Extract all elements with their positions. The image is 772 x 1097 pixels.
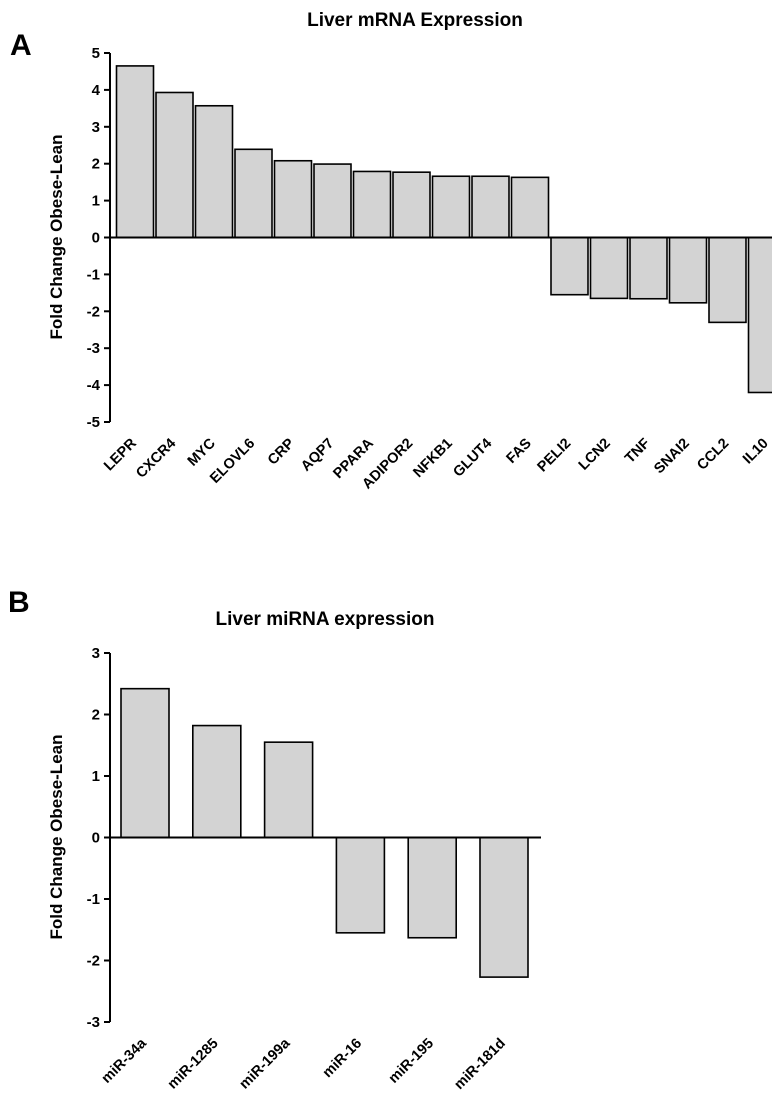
y-axis-label-a: Fold Change Obese-Lean [47,135,66,340]
x-tick-label: FAS [504,435,535,466]
x-tick-label: miR-16 [320,1036,366,1082]
y-tick-label: 3 [92,119,100,136]
x-tick-label: miR-199a [237,1035,295,1093]
bar-mir-1285 [192,724,242,839]
chart-panel-a: A Liver mRNA Expression Fold Change Obes… [10,10,772,492]
x-tick-label: IL10 [740,436,772,468]
y-tick-label: -3 [87,1014,100,1031]
x-tick-label: LCN2 [576,436,614,474]
bar-mir-195 [407,836,458,939]
y-axis-label-b: Fold Change Obese-Lean [47,735,66,940]
panel-label-b: B [8,586,30,619]
bar-mir-34a [120,687,170,839]
x-tick-label: TNF [622,435,653,466]
bar-adipor2 [392,171,431,239]
bar-fas [510,176,550,239]
bars-a [115,65,772,394]
bar-ccl2 [708,236,747,324]
chart-title-b: Liver miRNA expression [216,609,435,630]
bar-myc [194,104,234,239]
chart-title-a: Liver mRNA Expression [307,10,523,31]
y-tick-label: -2 [87,953,100,970]
panel-label-a: A [10,29,32,62]
x-tick-label: GLUT4 [450,436,495,481]
bar-lepr [115,65,155,239]
bar-tnf [629,236,668,300]
x-tick-label: miR-181d [451,1036,508,1093]
y-tick-label: 0 [92,830,100,847]
y-tick-label: 5 [92,45,100,62]
y-tick-label: -3 [87,340,100,357]
x-tick-label: miR-195 [386,1036,437,1087]
y-tick-label: 2 [92,707,100,724]
axes-a [109,53,772,422]
x-tick-label: CRP [265,435,298,468]
y-tick-label: -5 [87,414,100,431]
bar-nfkb1 [431,175,471,239]
bar-peli2 [550,236,589,296]
y-tick-label: -2 [87,303,100,320]
bar-aqp7 [313,163,352,239]
x-tick-label: NFKB1 [410,436,455,481]
bar-mir-16 [335,836,386,934]
x-tick-label: miR-34a [99,1035,151,1087]
y-ticks-b: -3 -2 -1 0 1 2 3 [87,645,110,1031]
y-tick-label: 0 [92,230,100,247]
bar-mir-181d [479,836,529,978]
axes-b [109,653,541,1022]
y-tick-label: 2 [92,156,100,173]
y-tick-label: 4 [92,82,101,99]
x-tick-label: CXCR4 [133,436,179,482]
x-tick-label: MYC [185,435,219,469]
y-tick-label: -4 [87,377,101,394]
y-tick-label: -1 [87,891,100,908]
bar-cxcr4 [155,91,194,239]
y-tick-label: 1 [92,768,100,785]
y-ticks-a: -5 -4 -3 -2 -1 0 1 2 3 4 5 [87,45,110,431]
bar-crp [273,159,313,239]
x-tick-label: CCL2 [694,436,732,474]
x-tick-labels-b: miR-34a miR-1285 miR-199a miR-16 miR-195 miR-… [99,1035,509,1093]
y-tick-label: 3 [92,645,100,662]
bar-lcn2 [589,236,629,300]
x-tick-label: SNAI2 [651,436,693,478]
bar-elovl6 [234,148,273,239]
bar-mir-199a [263,741,314,839]
y-tick-label: -1 [87,266,100,283]
bar-glut4 [471,175,510,239]
bar-il10 [747,236,772,394]
y-tick-label: 1 [92,193,100,210]
bars-b [120,687,529,978]
bar-snai2 [668,236,708,304]
x-tick-label: PELI2 [535,436,575,476]
x-tick-label: miR-1285 [165,1036,222,1093]
bar-ppara [352,170,392,239]
chart-panel-b: B Liver miRNA expression Fold Change Obe… [8,586,541,1093]
